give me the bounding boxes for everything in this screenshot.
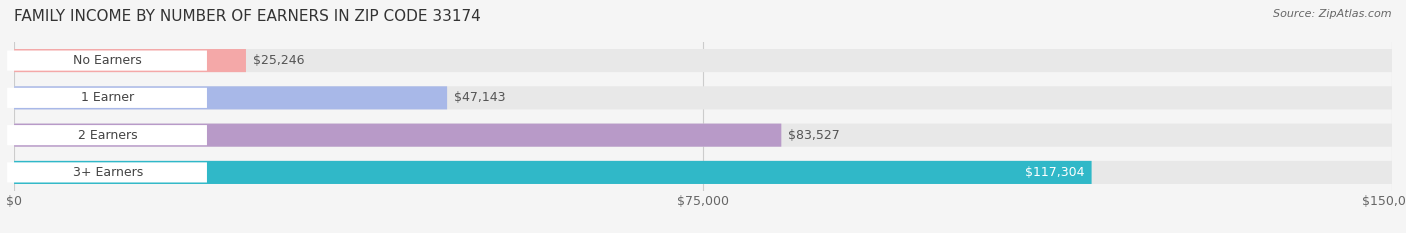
FancyBboxPatch shape <box>7 125 207 145</box>
Text: 2 Earners: 2 Earners <box>77 129 138 142</box>
FancyBboxPatch shape <box>14 49 246 72</box>
Text: FAMILY INCOME BY NUMBER OF EARNERS IN ZIP CODE 33174: FAMILY INCOME BY NUMBER OF EARNERS IN ZI… <box>14 9 481 24</box>
FancyBboxPatch shape <box>14 161 1392 184</box>
Text: 1 Earner: 1 Earner <box>82 91 135 104</box>
FancyBboxPatch shape <box>7 51 207 71</box>
Text: 3+ Earners: 3+ Earners <box>73 166 143 179</box>
FancyBboxPatch shape <box>14 49 1392 72</box>
Text: No Earners: No Earners <box>73 54 142 67</box>
FancyBboxPatch shape <box>14 123 1392 147</box>
FancyBboxPatch shape <box>14 161 1091 184</box>
FancyBboxPatch shape <box>7 162 207 182</box>
FancyBboxPatch shape <box>14 86 1392 110</box>
FancyBboxPatch shape <box>7 88 207 108</box>
Text: Source: ZipAtlas.com: Source: ZipAtlas.com <box>1274 9 1392 19</box>
FancyBboxPatch shape <box>14 123 782 147</box>
Text: $83,527: $83,527 <box>789 129 839 142</box>
Text: $117,304: $117,304 <box>1025 166 1084 179</box>
FancyBboxPatch shape <box>14 86 447 110</box>
Text: $47,143: $47,143 <box>454 91 506 104</box>
Text: $25,246: $25,246 <box>253 54 304 67</box>
